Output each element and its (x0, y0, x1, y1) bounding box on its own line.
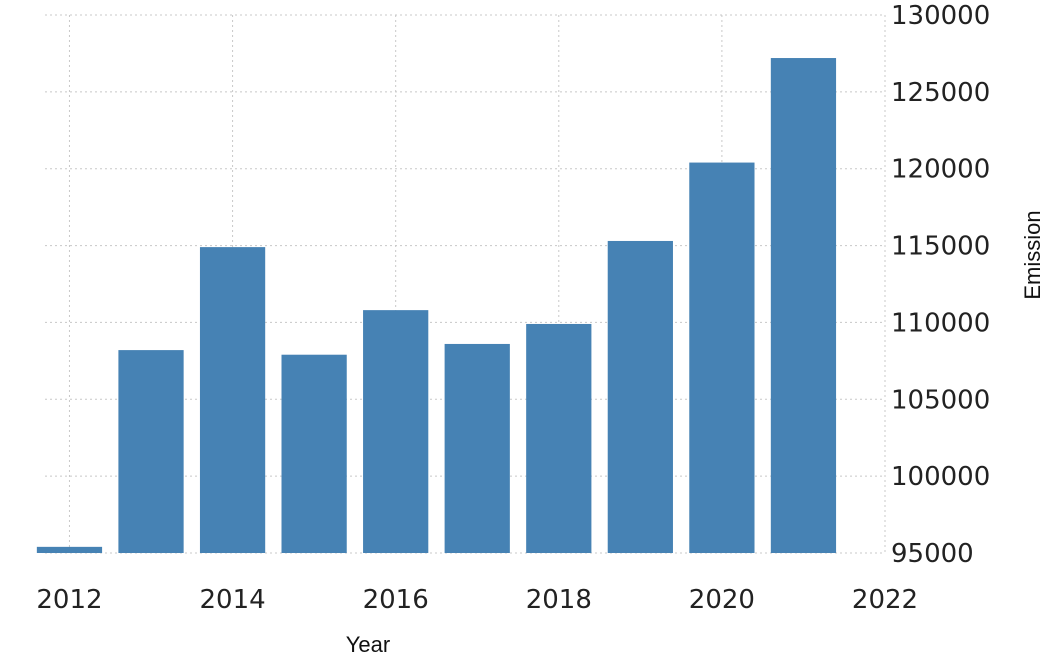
bar-2019 (607, 240, 673, 553)
x-tick-label: 2014 (199, 585, 265, 615)
x-axis-label: Year (346, 632, 390, 657)
bar-2015 (281, 354, 347, 553)
bar-2014 (199, 247, 266, 553)
x-tick-label: 2022 (852, 585, 918, 615)
bar-2017 (444, 343, 510, 553)
bar-2018 (526, 323, 592, 553)
x-tick-label: 2012 (36, 585, 102, 615)
bar-2013 (118, 350, 184, 553)
y-axis-ticks: 95000 100000 105000 110000 115000 120000 12500… (891, 1, 990, 569)
y-tick-label: 95000 (891, 539, 974, 569)
y-tick-label: 105000 (891, 385, 990, 415)
y-tick-label: 110000 (891, 308, 990, 338)
bar-2016 (363, 310, 429, 553)
y-tick-label: 130000 (891, 1, 990, 31)
x-tick-label: 2020 (689, 585, 755, 615)
bar-2020 (689, 162, 755, 553)
bars (36, 58, 837, 553)
y-tick-label: 120000 (891, 155, 990, 185)
x-tick-label: 2018 (526, 585, 592, 615)
y-tick-label: 115000 (891, 232, 990, 262)
y-axis-label: Emission (1020, 210, 1045, 299)
x-axis-ticks: 2012 2014 2016 2018 2020 2022 (36, 585, 918, 615)
y-tick-label: 125000 (891, 78, 990, 108)
x-tick-label: 2016 (363, 585, 429, 615)
bar-2012 (36, 546, 103, 553)
bar-2021 (770, 58, 837, 553)
y-tick-label: 100000 (891, 462, 990, 492)
